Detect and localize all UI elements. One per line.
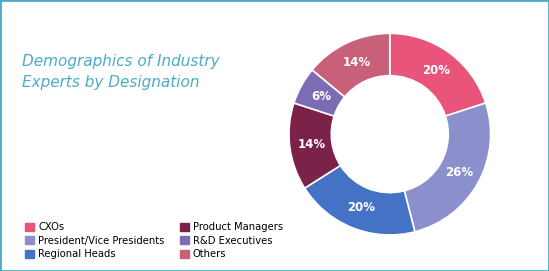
Text: 14%: 14% [342, 56, 371, 69]
Text: 20%: 20% [347, 201, 375, 214]
Wedge shape [390, 33, 486, 116]
Text: 26%: 26% [445, 166, 473, 179]
Text: 6%: 6% [311, 90, 331, 103]
Wedge shape [404, 103, 491, 232]
Text: 14%: 14% [298, 137, 326, 150]
Wedge shape [289, 103, 340, 188]
Text: 20%: 20% [422, 64, 450, 77]
Legend: CXOs, President/Vice Presidents, Regional Heads, Product Managers, R&D Executive: CXOs, President/Vice Presidents, Regiona… [21, 218, 287, 263]
Text: Demographics of Industry
Experts by Designation: Demographics of Industry Experts by Desi… [22, 54, 220, 90]
Wedge shape [312, 33, 390, 97]
Wedge shape [294, 70, 345, 116]
Wedge shape [305, 166, 415, 235]
